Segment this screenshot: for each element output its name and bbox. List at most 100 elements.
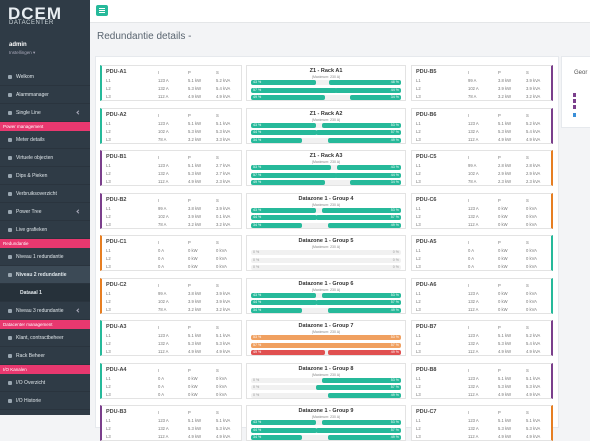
bar-track: 49 % 49 % [251,350,401,355]
rack-card: Z1 - Rack A1 (Maximum: 230 A) 43 % 48 % 57 %… [246,65,406,101]
load-bar-left [251,307,302,313]
column-header: S [216,70,219,75]
pdu-value: 2.3 kVA [216,179,231,184]
bar-track: 34 % 49 % [251,307,401,313]
bar-label-left: 44 % [253,300,262,305]
load-bar-right [327,307,401,313]
pdu-value: 3.9 kVA [526,78,541,83]
menu-item[interactable]: Welkom [0,68,90,86]
pdu-value: 4.9 kW [498,391,512,397]
pdu-value: 5.1 kVA [216,333,231,338]
pdu-value: 4.9 kW [498,136,512,142]
pdu-value: 0 kW [498,298,508,304]
phase-label: L3 [106,221,111,227]
column-header: P [188,155,191,160]
pdu-value: 0 kW [498,248,508,253]
bar-track: 0 % 0 % [251,257,401,263]
bar-track: 0 % 57 % [251,385,401,390]
column-header: I [468,367,470,373]
menu-item[interactable]: Live grafieken [0,221,90,239]
menu-item[interactable]: Virtuele objecten [0,149,90,167]
rack-title: Datazone 1 - Group 7 [298,323,354,329]
column-header: S [216,367,219,373]
menu-item[interactable]: Dips & Pieken [0,167,90,185]
menu-item[interactable]: I/O Visualisatie [0,410,90,415]
pdu-value: 0 kW [188,383,198,389]
bar-label-right: 43 % [390,165,399,170]
menu-toggle[interactable] [96,5,108,16]
phase-label: L2 [416,171,421,176]
menu-item[interactable]: Niveau 3 redundantie [0,302,90,320]
bar-track: 57 % 57 % [251,342,401,348]
menu-chevron [76,209,81,214]
phase-label: L3 [416,264,421,269]
menu-item[interactable]: Rack Beheer [0,347,90,365]
pdu-name: PDU-A3 [106,324,127,330]
column-header: P [498,197,501,203]
menu-item[interactable]: Niveau 2 redundantie [0,266,90,284]
pdu-value: 123 A [468,290,479,296]
menu-item[interactable]: Klant, contractbeheer [0,329,90,347]
pdu-value: 4.9 kVA [216,434,231,439]
load-bar-right [335,87,401,93]
load-bar-right [321,122,401,128]
pdu-value: 3.2 kVA [526,94,541,99]
load-bar-left [251,292,316,298]
pdu-value: 5.1 kVA [216,418,231,423]
bar-track: 34 % 49 % [251,137,401,143]
pdu-value: 132 A [468,341,479,346]
pdu-value: 5.1 kW [188,418,202,423]
menu-item[interactable]: Niveau 1 redundantie [0,248,90,266]
pdu-card: PDU-B3 I P S L1 123 A 5.1 kW 5.1 kVA L2 132 A 5.3 … [100,405,242,441]
pdu-value: 5.1 kVA [216,120,231,126]
menu: Welkom Alarmmanager Single Line Power manag… [0,68,90,415]
phase-label: L1 [416,78,421,83]
phase-label: L2 [416,213,421,219]
menu-icon [8,380,12,385]
menu-label: Welkom [16,73,34,80]
menu-item[interactable]: Verbruiksoverzicht [0,185,90,203]
menu-section: Power management [0,122,90,131]
bar-label-left: 57 % [253,342,262,347]
menu-item[interactable]: Meter details [0,131,90,149]
pdu-name: PDU-B3 [106,409,127,415]
phase-label: L3 [416,221,421,227]
menu-item[interactable]: Alarmmanager [0,86,90,104]
menu-label: Dataaal 1 [20,289,42,296]
pdu-value: 78 A [468,94,477,99]
rack-card: Datazone 1 - Group 7 (Maximum: 230 A) 53 %… [246,320,406,356]
menu-label: Meter details [16,136,45,143]
pdu-value: 0 A [158,264,165,269]
pdu-value: 112 A [468,136,479,142]
menu-item[interactable]: I/O Overzicht [0,374,90,392]
menu-item[interactable]: Dataaal 1 [0,284,90,302]
settings-link[interactable]: Instellingen ▾ [9,50,36,55]
menu-item[interactable]: Single Line [0,104,90,122]
pdu-value: 5.3 kW [498,426,512,431]
menu-item[interactable]: I/O Historie [0,392,90,410]
pdu-name: PDU-C2 [106,281,127,288]
bar-track: 57 % 44 % [251,172,401,178]
pdu-value: 0.1 kVA [216,213,231,219]
menu-item[interactable]: Power Tree [0,203,90,221]
phase-label: L1 [106,418,111,423]
pdu-value: 5.3 kW [188,86,202,91]
pdu-value: 99 A [158,205,167,211]
load-bar-right [335,172,401,178]
pdu-value: 0 kW [188,375,198,381]
rack-title: Datazone 1 - Group 4 [298,195,354,202]
bar-track: 43 % 53 % [251,420,401,425]
pdu-value: 5.3 kVA [216,426,231,431]
pdu-value: 102 A [158,298,169,304]
pdu-value: 123 A [468,333,479,338]
pdu-name: PDU-C6 [416,196,437,203]
column-header: S [216,282,219,288]
bar-track: 43 % 48 % [251,80,401,85]
bar-label-right: 53 % [390,335,399,340]
bar-track: 0 % 49 % [251,392,401,398]
pdu-value: 123 A [158,418,169,423]
load-bar-left [251,342,337,348]
pdu-value: 5.3 kW [188,341,202,346]
pdu-value: 0 kVA [526,248,537,253]
phase-label: L1 [416,163,421,168]
